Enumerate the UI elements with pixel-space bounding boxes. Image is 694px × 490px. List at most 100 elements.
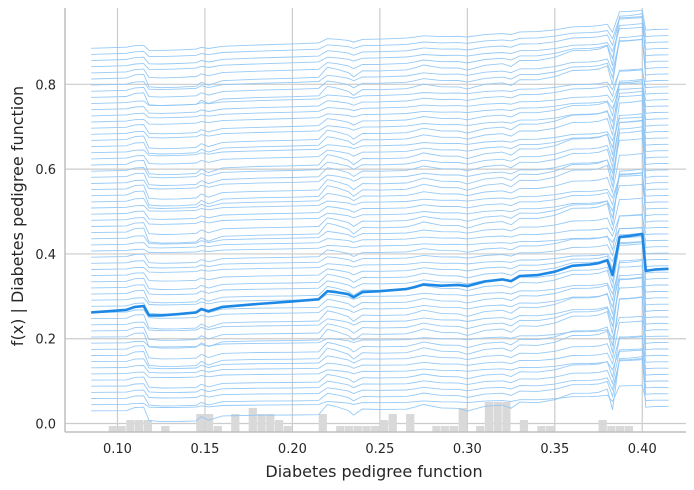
ice-line [91, 348, 669, 379]
histogram-bar [353, 426, 362, 432]
y-tick-label: 0.6 [35, 163, 56, 178]
histogram-bar [484, 402, 494, 432]
histogram-bar [362, 426, 371, 432]
ice-line [91, 227, 669, 254]
ice-line [91, 82, 669, 119]
histogram-bar [257, 414, 266, 432]
histogram-bar [441, 426, 450, 432]
ice-line [91, 183, 669, 225]
x-tick-label: 0.25 [365, 442, 394, 457]
histogram-bar [336, 426, 345, 432]
histogram-bar [318, 414, 327, 432]
y-tick-label: 0.2 [35, 333, 56, 348]
histogram-bar [274, 420, 284, 432]
histogram-bar [502, 402, 511, 432]
x-tick-label: 0.30 [453, 442, 482, 457]
ice-line [91, 113, 669, 165]
y-tick-label: 0.0 [35, 418, 56, 433]
histogram-bar [204, 414, 214, 432]
ice-line [91, 384, 669, 408]
ice-line [91, 94, 669, 139]
ice-line [91, 116, 669, 157]
ice-line [91, 13, 669, 89]
ice-line [91, 39, 669, 98]
histogram-bar [117, 426, 126, 432]
ice-line [91, 80, 669, 150]
ice-line [91, 100, 669, 176]
histogram-bar [432, 426, 441, 432]
histogram-bar [546, 426, 555, 432]
histogram-bar [231, 414, 240, 432]
histogram-bar [248, 408, 257, 432]
ice-line [91, 213, 669, 264]
ice-line [91, 296, 669, 360]
histogram-bar [388, 414, 397, 432]
ice-line [91, 17, 669, 65]
histogram-bar [161, 426, 170, 432]
y-tick-label: 0.8 [35, 78, 56, 93]
ice-line [91, 126, 669, 200]
ice-line [91, 286, 669, 332]
ice-line [91, 359, 669, 399]
histogram-bar [624, 426, 634, 432]
ice-line [91, 214, 669, 249]
ice-line [91, 277, 669, 341]
ice-line [91, 16, 669, 58]
ice-line [91, 9, 669, 51]
histogram [108, 402, 634, 432]
ice-line [91, 356, 669, 423]
ice-line [91, 23, 669, 79]
ice-line [91, 78, 669, 135]
ice-line [91, 236, 669, 282]
tick-labels: 0.10 0.15 0.20 0.25 0.30 0.35 0.40 0.0 0.2 0.4 0.6… [35, 78, 656, 457]
ice-line [91, 197, 669, 245]
ice-line [91, 90, 669, 155]
ice-line [91, 241, 669, 273]
histogram-bar [449, 426, 459, 432]
histogram-bar [406, 414, 415, 432]
ice-line [91, 138, 669, 190]
histogram-bar [607, 426, 616, 432]
ice-line [91, 273, 669, 319]
ice-line [91, 130, 669, 207]
histogram-bar [143, 420, 152, 432]
ice-line [91, 172, 669, 220]
histogram-bar [108, 426, 117, 432]
histogram-bar [493, 402, 502, 432]
ice-line [91, 26, 669, 70]
ice-line [91, 296, 669, 367]
x-tick-label: 0.15 [190, 442, 219, 457]
ice-line [91, 168, 669, 244]
histogram-bar [458, 408, 467, 432]
x-tick-label: 0.35 [540, 442, 569, 457]
axes [64, 8, 686, 433]
mean-line [91, 232, 669, 317]
histogram-bar [519, 420, 529, 432]
ice-line [91, 226, 669, 269]
x-tick-label: 0.20 [278, 442, 307, 457]
histogram-bar [196, 414, 205, 432]
ice-line [91, 276, 669, 349]
histogram-bar [379, 420, 389, 432]
x-tick-label: 0.40 [628, 442, 657, 457]
mean-curve [91, 232, 669, 317]
ice-line [91, 120, 669, 179]
y-axis-title: f(x) | Diabetes pedigree function [8, 86, 27, 346]
x-tick-label: 0.10 [103, 442, 132, 457]
ice-line [91, 358, 669, 407]
ice-line [91, 349, 669, 394]
ice-line [91, 34, 669, 107]
histogram-bar [537, 426, 546, 432]
histogram-bar [134, 420, 144, 432]
ice-line [91, 265, 669, 306]
ice-line [91, 243, 669, 296]
histogram-bar [598, 420, 607, 432]
histogram-bar [283, 426, 292, 432]
ice-line [91, 119, 669, 186]
ice-line [91, 335, 669, 374]
ice-line [91, 38, 669, 91]
x-axis-title: Diabetes pedigree function [265, 462, 482, 481]
histogram-bar [616, 426, 625, 432]
ice-line [91, 172, 669, 235]
